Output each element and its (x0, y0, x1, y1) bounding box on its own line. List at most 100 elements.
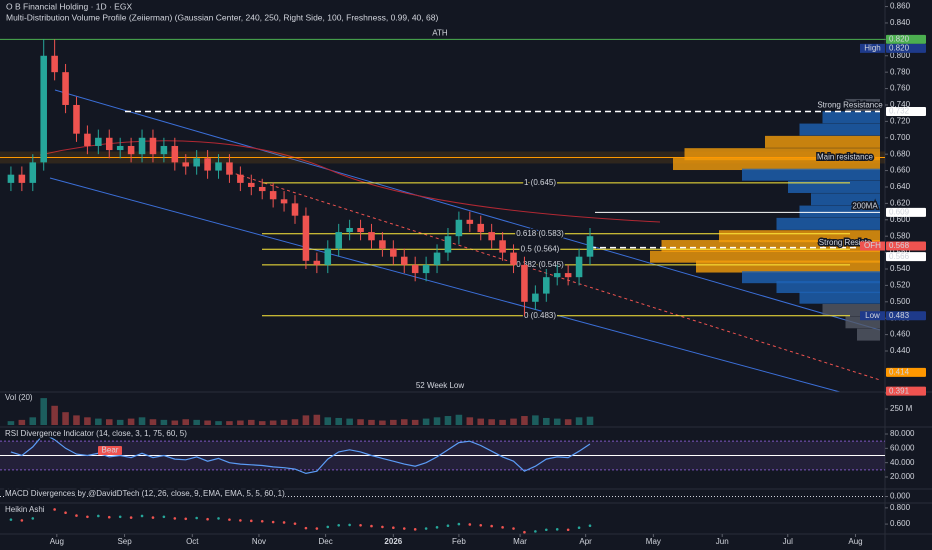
level-label: 0.5 (0.564) (521, 244, 560, 253)
level-label: 200MA (852, 202, 878, 211)
heikin-dot (534, 530, 537, 533)
level-label: 1 (0.645) (524, 178, 556, 187)
heikin-dot (118, 515, 122, 519)
heikin-dot (20, 519, 24, 522)
pane-title: Vol (20) (5, 393, 33, 402)
volume-profile-bin (776, 217, 880, 230)
volume-bar (422, 418, 430, 425)
y-tick-label: 0.700 (890, 133, 911, 142)
heikin-dot (381, 525, 384, 529)
volume-bar (138, 417, 146, 425)
candle-body (543, 277, 550, 294)
volume-bar (182, 419, 190, 425)
candle-body (73, 104, 80, 134)
price-tag-name-bg (860, 43, 885, 53)
heikin-dot (468, 523, 472, 526)
heikin-dot (424, 527, 428, 530)
candle-body (160, 145, 168, 155)
heikin-dot (359, 523, 362, 527)
candle-body (390, 248, 397, 257)
x-tick-label: Nov (252, 537, 266, 546)
heikin-dot (140, 514, 144, 518)
x-tick-label: Jul (783, 537, 793, 546)
volume-bar (215, 421, 222, 425)
volume-bar (280, 419, 288, 425)
heikin-dot (9, 518, 13, 521)
y-tick-label: 0.660 (890, 166, 911, 175)
volume-bar (553, 418, 561, 425)
volume-bar (575, 417, 583, 425)
candle-body (379, 240, 386, 249)
volume-bar (346, 418, 353, 425)
candle-body (105, 137, 113, 151)
volume-bar (411, 419, 419, 425)
price-tag-label: 0.568 (889, 241, 910, 250)
candle-body (95, 137, 102, 146)
pane-title: Heikin Ashi (5, 505, 45, 514)
heikin-dot (151, 516, 155, 519)
heikin-dot (392, 526, 395, 530)
x-tick-label: Aug (848, 537, 862, 546)
candle-body (280, 199, 288, 204)
heikin-dot (348, 523, 351, 527)
candle-body (324, 248, 332, 265)
volume-bar (149, 419, 157, 425)
volume-bar (313, 414, 321, 425)
volume-bar (564, 419, 572, 425)
candle-body (368, 232, 375, 241)
candle-body (455, 219, 463, 237)
price-tag-label: 0.609 (889, 208, 910, 217)
volume-profile-bin (719, 230, 880, 243)
volume-bar (444, 416, 452, 425)
heikin-dot (304, 526, 308, 530)
heikin-dot (31, 517, 35, 520)
price-tag-name-bg (860, 241, 885, 251)
volume-profile-bin (799, 205, 880, 218)
y-tick-label: 0.720 (890, 116, 911, 125)
y-tick-label: 0.840 (890, 18, 911, 27)
candle-body (400, 256, 408, 265)
volume-profile-bin (799, 291, 880, 304)
annotation-bg (98, 446, 122, 455)
y-tick-label: 0.780 (890, 67, 911, 76)
volume-bar (193, 419, 200, 425)
volume-bar (521, 416, 528, 425)
heikin-dot (282, 521, 286, 524)
heikin-dot (97, 514, 100, 518)
volume-bar (357, 419, 364, 425)
price-tag-label: 0.820 (889, 34, 910, 43)
heikin-dot (64, 511, 67, 515)
candle-body (226, 162, 233, 175)
price-tag (886, 311, 926, 321)
candle-body (40, 55, 47, 163)
heikin-dot (490, 524, 493, 528)
volume-bar (18, 419, 26, 425)
volume-profile-bin (696, 260, 880, 273)
y-tick-label: 0.800 (890, 51, 911, 60)
volume-bar (455, 414, 463, 425)
heikin-dot (544, 528, 548, 532)
candle-body (193, 158, 200, 167)
candle-body (575, 256, 583, 278)
candle-body (237, 174, 244, 183)
volume-bar (499, 419, 506, 425)
volume-bar (73, 415, 80, 425)
heikin-dot (75, 514, 78, 517)
heikin-dot (293, 522, 297, 525)
candle-body (499, 240, 506, 253)
heikin-dot (588, 524, 592, 528)
heikin-dot (457, 522, 461, 526)
pane-title: RSI Divergence Indicator (14, close, 3, … (5, 429, 187, 438)
volume-bar (95, 418, 102, 425)
x-tick-label: Sep (117, 537, 132, 546)
y-tick-label: 0.580 (890, 231, 911, 240)
level-label: Main resistance (817, 153, 874, 162)
volume-bar (226, 421, 233, 425)
candle-body (269, 191, 277, 200)
volume-bar (488, 419, 495, 425)
x-tick-label: Feb (452, 537, 466, 546)
x-tick-label: Dec (318, 537, 332, 546)
x-tick-label: Aug (50, 537, 64, 546)
